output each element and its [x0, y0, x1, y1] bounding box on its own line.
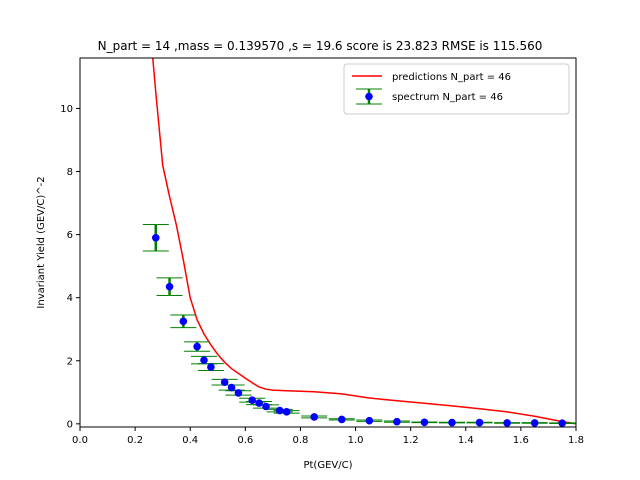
x-tick-label: 0.2 [127, 435, 143, 446]
data-point [393, 417, 401, 426]
x-tick-label: 1.0 [348, 435, 364, 446]
x-axis: 0.0 0.2 0.4 0.6 0.8 1.0 1.2 1.4 1.6 1.8 [72, 427, 584, 446]
data-point [193, 342, 201, 351]
data-point [558, 419, 567, 427]
y-tick-label: 10 [60, 104, 73, 115]
data-point [255, 399, 263, 407]
data-point [310, 413, 319, 421]
data-point [503, 419, 511, 427]
x-axis-label: Pt(GEV/C) [303, 460, 352, 471]
x-tick-label: 1.2 [403, 435, 419, 446]
data-point [220, 378, 229, 387]
legend-box [343, 63, 570, 115]
data-point [234, 389, 243, 397]
y-axis: 0 2 4 6 8 10 [60, 104, 80, 430]
y-tick-label: 6 [67, 230, 73, 241]
data-point [248, 396, 257, 404]
data-point [179, 317, 188, 326]
data-point [200, 356, 208, 364]
predictions-line [152, 58, 576, 425]
data-point [207, 363, 215, 371]
x-tick-label: 1.4 [458, 435, 474, 446]
x-tick-label: 0.4 [182, 435, 198, 446]
x-tick-label: 0.6 [237, 435, 253, 446]
data-point [151, 233, 160, 242]
plot-area [142, 58, 576, 427]
y-axis-label: Invariant Yield (GEV/C)^-2 [36, 176, 47, 308]
data-point [365, 416, 374, 425]
legend-label-spectrum: spectrum N_part = 46 [392, 92, 503, 103]
data-point [282, 408, 291, 416]
x-tick-label: 0.0 [72, 435, 88, 446]
legend-label-predictions: predictions N_part = 46 [392, 72, 511, 83]
data-point [530, 419, 539, 427]
data-point [475, 418, 484, 427]
data-point [262, 402, 270, 411]
plot-frame [79, 57, 577, 428]
y-tick-label: 4 [67, 293, 73, 304]
data-point [165, 282, 174, 291]
x-tick-label: 1.6 [513, 435, 529, 446]
x-tick-label: 1.8 [568, 435, 584, 446]
chart-title: N_part = 14 ,mass = 0.139570 ,s = 19.6 s… [98, 39, 543, 53]
legend: predictions N_part = 46 spectrum N_part … [343, 63, 570, 115]
data-point [275, 406, 284, 415]
legend-marker-swatch [365, 92, 373, 101]
y-tick-label: 8 [67, 167, 73, 178]
x-tick-label: 0.8 [292, 435, 308, 446]
y-tick-label: 0 [67, 419, 73, 430]
data-point [227, 383, 236, 392]
data-point [420, 418, 429, 427]
data-point [337, 415, 346, 424]
y-tick-label: 2 [67, 356, 73, 367]
data-point [448, 418, 456, 427]
